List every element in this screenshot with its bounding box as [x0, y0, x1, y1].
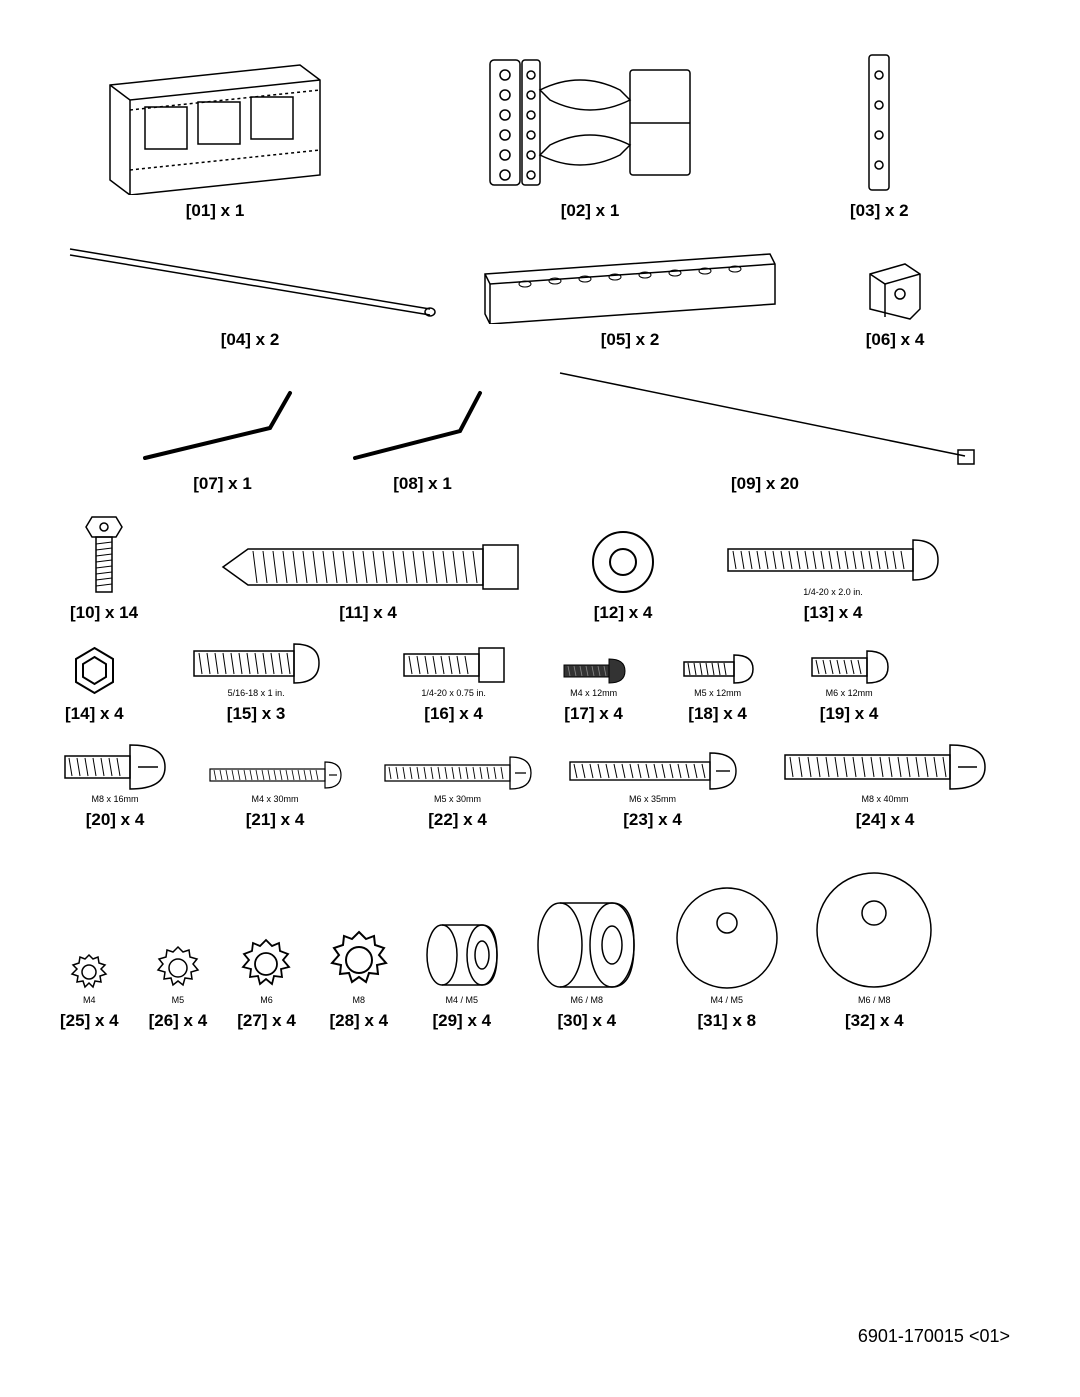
part-label: [13] x 4: [804, 603, 863, 623]
part-21: M4 x 30mm [21] x 4: [205, 758, 345, 830]
part-sublabel: M8 x 40mm: [861, 794, 908, 804]
part-sublabel: M4 x 12mm: [570, 688, 617, 698]
part-32: M6 / M8 [32] x 4: [812, 868, 937, 1031]
part-label: [09] x 20: [731, 474, 799, 494]
part-sublabel: M4: [83, 995, 96, 1005]
part-24: M8 x 40mm [24] x 4: [780, 742, 990, 830]
part-label: [17] x 4: [564, 704, 623, 724]
row-2: [04] x 2 [05] x 2: [60, 239, 1020, 350]
part-label: [25] x 4: [60, 1011, 119, 1031]
part-sublabel: M5: [172, 995, 185, 1005]
part-label: [14] x 4: [65, 704, 124, 724]
part-sublabel: M4 x 30mm: [251, 794, 298, 804]
part-29: M4 / M5 [29] x 4: [422, 918, 502, 1031]
part-08: [08] x 1: [345, 383, 500, 494]
part-label: [29] x 4: [432, 1011, 491, 1031]
part-label: [04] x 2: [221, 330, 280, 350]
part-label: [26] x 4: [149, 1011, 208, 1031]
part-label: [32] x 4: [845, 1011, 904, 1031]
part-label: [28] x 4: [329, 1011, 388, 1031]
parts-grid: [01] x 1 [02] x 1: [60, 50, 1020, 1031]
part-label: [12] x 4: [594, 603, 653, 623]
part-sublabel: 1/4-20 x 0.75 in.: [421, 688, 486, 698]
part-11: [11] x 4: [213, 537, 523, 623]
part-20: M8 x 16mm [20] x 4: [60, 742, 170, 830]
part-label: [07] x 1: [193, 474, 252, 494]
part-05: [05] x 2: [475, 249, 785, 350]
part-sublabel: M4 / M5: [446, 995, 479, 1005]
part-07: [07] x 1: [135, 383, 310, 494]
part-19: M6 x 12mm [19] x 4: [807, 648, 892, 724]
part-label: [20] x 4: [86, 810, 145, 830]
part-22: M5 x 30mm [22] x 4: [380, 754, 535, 830]
part-31: M4 / M5 [31] x 8: [672, 883, 782, 1031]
part-28: M8 [28] x 4: [326, 927, 392, 1031]
part-sublabel: M6: [260, 995, 273, 1005]
row-3: [07] x 1 [08] x 1 [: [60, 368, 1020, 494]
part-label: [21] x 4: [246, 810, 305, 830]
part-15: 5/16-18 x 1 in. [15] x 3: [189, 641, 324, 724]
part-04: [04] x 2: [60, 239, 440, 350]
part-18: M5 x 12mm [18] x 4: [679, 652, 757, 724]
part-23: M6 x 35mm [23] x 4: [565, 750, 740, 830]
part-label: [02] x 1: [561, 201, 620, 221]
part-27: M6 [27] x 4: [237, 935, 296, 1031]
part-01: [01] x 1: [100, 55, 330, 221]
part-25: M4 [25] x 4: [60, 951, 119, 1031]
part-26: M5 [26] x 4: [149, 943, 208, 1031]
part-16: 1/4-20 x 0.75 in. [16] x 4: [399, 644, 509, 724]
part-sublabel: M8 x 16mm: [91, 794, 138, 804]
row-6: M8 x 16mm [20] x 4 M4 x 30mm [21] x 4: [60, 742, 1020, 830]
part-sublabel: M5 x 30mm: [434, 794, 481, 804]
part-sublabel: M6 / M8: [571, 995, 604, 1005]
part-17: M4 x 12mm [17] x 4: [559, 656, 629, 724]
part-02: [02] x 1: [480, 50, 700, 221]
part-label: [16] x 4: [424, 704, 483, 724]
row-7: M4 [25] x 4 M5 [26] x 4 M6 [27] x 4 M8 […: [60, 868, 1020, 1031]
part-30: M6 / M8 [30] x 4: [532, 898, 642, 1031]
part-sublabel: 1/4-20 x 2.0 in.: [803, 587, 863, 597]
part-label: [06] x 4: [866, 330, 925, 350]
row-4: [10] x 14 [11] x 4: [60, 512, 1020, 623]
part-09: [09] x 20: [550, 368, 980, 494]
part-sublabel: M5 x 12mm: [694, 688, 741, 698]
row-5: [14] x 4 5/16-18 x 1 in. [15] x 3: [60, 641, 1020, 724]
part-label: [24] x 4: [856, 810, 915, 830]
part-06: [06] x 4: [860, 259, 930, 350]
part-label: [01] x 1: [186, 201, 245, 221]
part-10: [10] x 14: [70, 512, 138, 623]
part-label: [22] x 4: [428, 810, 487, 830]
part-sublabel: 5/16-18 x 1 in.: [228, 688, 285, 698]
part-sublabel: M6 x 12mm: [826, 688, 873, 698]
part-label: [03] x 2: [850, 201, 909, 221]
part-label: [10] x 14: [70, 603, 138, 623]
part-sublabel: M6 / M8: [858, 995, 891, 1005]
part-label: [15] x 3: [227, 704, 286, 724]
part-label: [08] x 1: [393, 474, 452, 494]
part-label: [27] x 4: [237, 1011, 296, 1031]
part-12: [12] x 4: [588, 527, 658, 623]
row-1: [01] x 1 [02] x 1: [60, 50, 1020, 221]
part-13: 1/4-20 x 2.0 in. [13] x 4: [723, 535, 943, 623]
part-14: [14] x 4: [65, 643, 124, 724]
part-sublabel: M6 x 35mm: [629, 794, 676, 804]
part-sublabel: M8: [353, 995, 366, 1005]
part-label: [23] x 4: [623, 810, 682, 830]
part-label: [05] x 2: [601, 330, 660, 350]
part-label: [31] x 8: [697, 1011, 756, 1031]
part-03: [03] x 2: [850, 50, 909, 221]
part-label: [11] x 4: [339, 603, 397, 623]
part-label: [18] x 4: [688, 704, 747, 724]
part-label: [19] x 4: [820, 704, 879, 724]
part-sublabel: M4 / M5: [711, 995, 744, 1005]
part-label: [30] x 4: [557, 1011, 616, 1031]
page-footer: 6901-170015 <01>: [858, 1326, 1010, 1347]
